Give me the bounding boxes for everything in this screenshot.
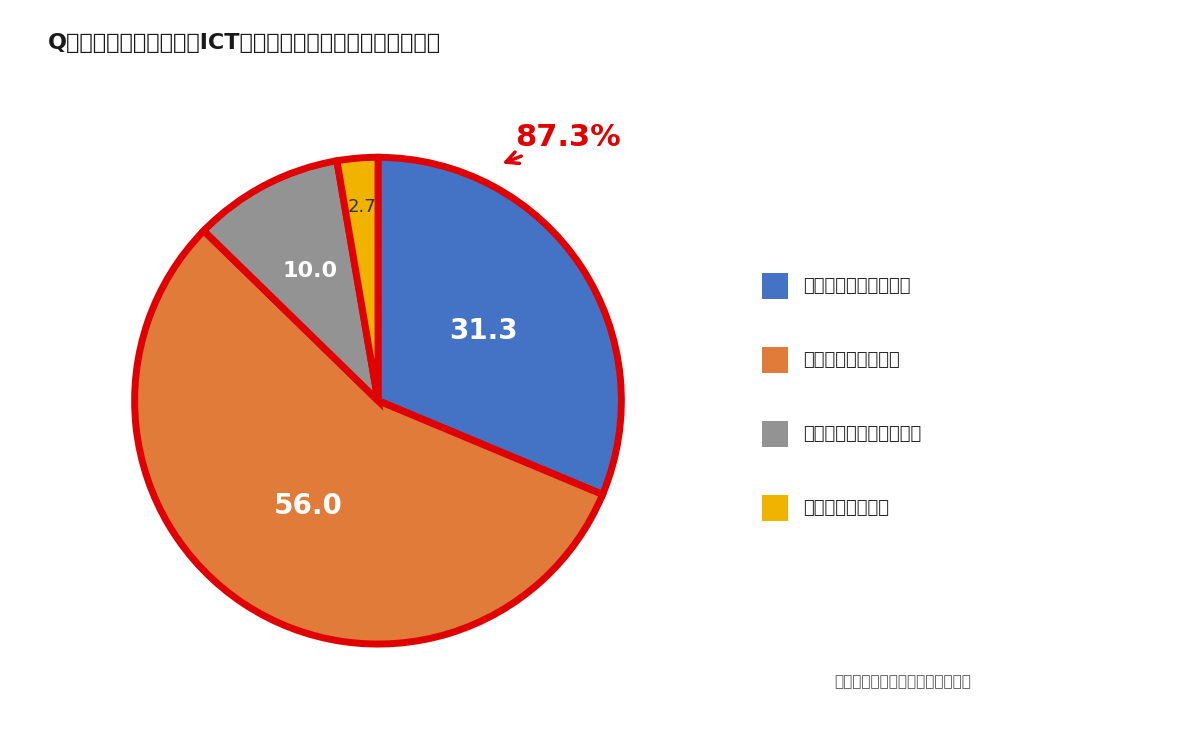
Text: やや必要だと感じる: やや必要だと感じる: [803, 351, 900, 369]
Text: 31.3: 31.3: [449, 317, 517, 344]
Text: Q．小学校教育においてICT教育の必要性を感じていますか？: Q．小学校教育においてICT教育の必要性を感じていますか？: [48, 33, 442, 53]
Text: とても必要だと感じる: とても必要だと感じる: [803, 277, 911, 295]
Wedge shape: [378, 157, 622, 494]
Text: 必要だと感じない: 必要だと感じない: [803, 499, 889, 517]
Wedge shape: [134, 231, 602, 644]
Text: 56.0: 56.0: [274, 492, 343, 520]
Wedge shape: [204, 161, 378, 401]
Text: 保護者: 保護者: [262, 114, 308, 140]
Text: パーソルプロセス＆テクノロジー: パーソルプロセス＆テクノロジー: [834, 674, 971, 689]
Text: あまり必要だと感じない: あまり必要だと感じない: [803, 425, 922, 443]
Wedge shape: [337, 157, 378, 401]
Text: 10.0: 10.0: [282, 261, 337, 281]
Text: 87.3%: 87.3%: [506, 123, 620, 163]
Text: 2.7: 2.7: [347, 197, 376, 216]
